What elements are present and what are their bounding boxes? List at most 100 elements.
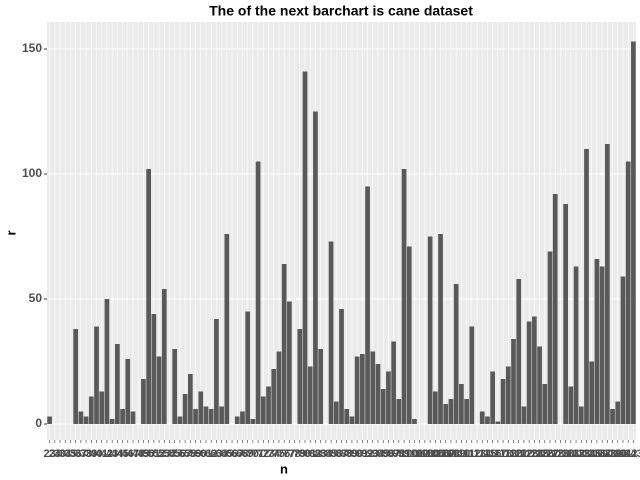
bar (469, 326, 475, 424)
x-tick-label: 132 (567, 448, 585, 460)
x-tick-label: 139 (603, 448, 621, 460)
bar (412, 419, 417, 424)
bar (287, 301, 292, 424)
bar (547, 251, 553, 424)
bar (172, 349, 178, 424)
x-tick-label: 46 (122, 448, 134, 460)
x-tick-label: 109 (447, 448, 465, 460)
x-tick-label: 81 (304, 448, 316, 460)
x-tick-label: 74 (268, 448, 281, 460)
bar (459, 384, 464, 424)
bar (604, 144, 610, 424)
x-tick-label: 35 (64, 448, 76, 460)
x-tick-label: 52 (153, 448, 165, 460)
bar (214, 319, 219, 424)
x-tick-label: 91 (356, 448, 368, 460)
bar (537, 346, 542, 424)
bar (453, 284, 459, 424)
bar (130, 411, 136, 424)
bar (594, 259, 600, 424)
x-tick-label: 57 (179, 448, 191, 460)
bar (245, 311, 251, 424)
bar (339, 309, 344, 424)
bar (73, 329, 79, 424)
bar (47, 416, 52, 424)
bar (521, 406, 527, 424)
bar (464, 399, 469, 424)
bar (495, 421, 501, 424)
x-tick-label: 107 (437, 448, 455, 460)
x-tick-label: 143 (624, 448, 640, 460)
bar (260, 396, 266, 424)
bar (250, 419, 256, 424)
x-tick-label: 37 (75, 448, 87, 460)
x-tick-label: 106 (431, 448, 449, 460)
x-tick-label: 72 (257, 448, 269, 460)
x-tick-label: 123 (520, 448, 538, 460)
bar (552, 194, 558, 424)
x-tick-label: 133 (572, 448, 590, 460)
bar (511, 339, 516, 424)
x-tick-label: 124 (525, 448, 544, 460)
x-tick-label: 42 (101, 448, 113, 460)
bar (526, 321, 532, 424)
bar (182, 394, 188, 424)
bar (401, 169, 407, 424)
x-tick-label: 118 (494, 448, 512, 460)
bar (255, 161, 261, 424)
x-tick-label: 119 (499, 448, 517, 460)
x-tick-label: 56 (174, 448, 186, 460)
bar (271, 369, 277, 424)
x-tick-label: 93 (367, 448, 379, 460)
bar (479, 411, 485, 424)
x-tick-label: 44 (111, 448, 124, 460)
x-tick-label: 96 (382, 448, 394, 460)
bar (297, 329, 303, 424)
bar (344, 409, 350, 424)
bar (141, 379, 146, 424)
x-tick-label: 131 (562, 448, 580, 460)
bar (109, 419, 115, 424)
x-tick-label: 87 (335, 448, 347, 460)
bar (349, 416, 355, 424)
x-tick-label: 66 (226, 448, 238, 460)
x-tick-label: 69 (242, 448, 254, 460)
y-axis-title: r (3, 230, 18, 235)
x-tick-label: 95 (377, 448, 389, 460)
bar (115, 344, 120, 424)
x-tick-label: 100 (400, 448, 418, 460)
bar (88, 396, 94, 424)
x-tick-label: 140 (609, 448, 627, 460)
x-tick-label: 41 (96, 448, 108, 460)
x-tick-label: 85 (325, 448, 337, 460)
x-tick-label: 50 (143, 448, 155, 460)
bar (631, 41, 636, 424)
bar (443, 404, 449, 424)
bar (193, 409, 198, 424)
y-tick-label: 50 (29, 291, 43, 305)
x-tick-label: 40 (90, 448, 102, 460)
bar (625, 161, 631, 424)
x-tick-label: 49 (137, 448, 149, 460)
x-tick-label: 70 (247, 448, 259, 460)
x-tick-label: 102 (411, 448, 429, 460)
bar (578, 406, 584, 424)
bar (281, 264, 287, 424)
x-tick-label: 137 (593, 448, 611, 460)
x-tick-label: 134 (577, 448, 596, 460)
bar (78, 411, 84, 424)
x-tick-label: 92 (361, 448, 373, 460)
bar (584, 149, 589, 424)
bar (240, 411, 245, 424)
bar (599, 266, 605, 424)
bar (208, 409, 214, 424)
x-tick-label: 125 (530, 448, 548, 460)
bar (490, 371, 496, 424)
x-tick-label: 115 (479, 448, 497, 460)
x-tick-label: 120 (504, 448, 522, 460)
x-tick-label: 88 (341, 448, 353, 460)
bar (203, 406, 209, 424)
y-tick-label: 0 (35, 416, 42, 430)
bar (219, 406, 224, 424)
